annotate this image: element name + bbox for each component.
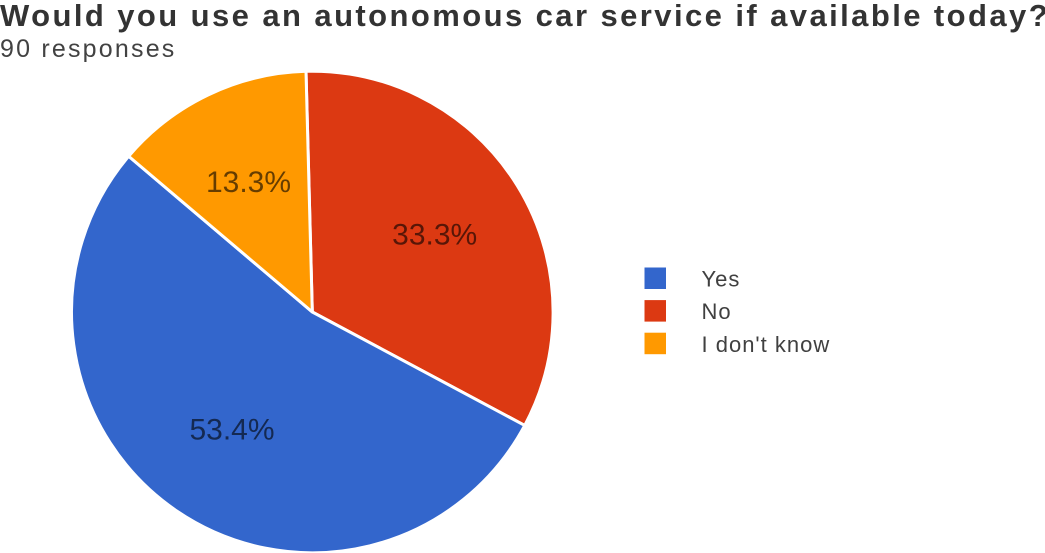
svg-text:13.3%: 13.3% [206,166,291,199]
svg-text:53.4%: 53.4% [189,414,274,447]
svg-text:No: No [702,299,732,324]
svg-text:Yes: Yes [702,267,741,292]
svg-text:33.3%: 33.3% [392,219,477,252]
svg-text:I don't know: I don't know [702,332,831,357]
